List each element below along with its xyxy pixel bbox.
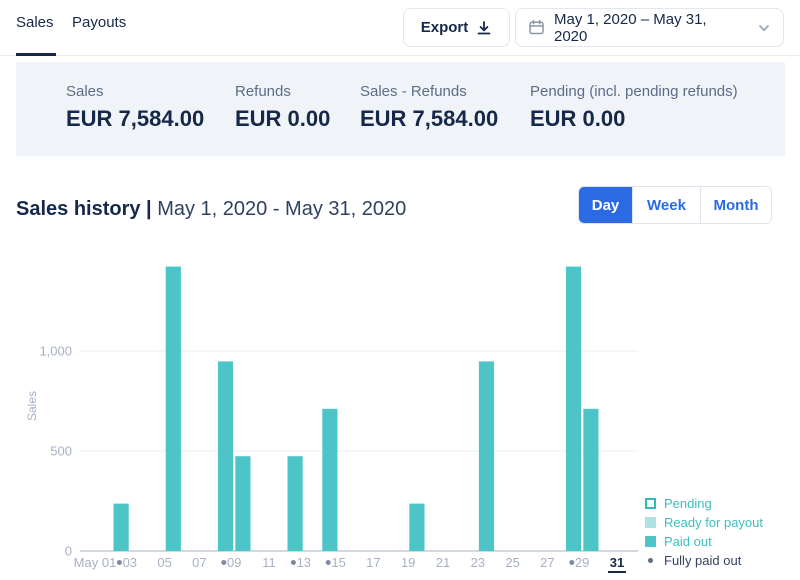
legend-item: Paid out [645, 532, 763, 551]
fully-paid-out-dot-day-2 [116, 560, 122, 565]
x-tick-label-23: 23 [471, 555, 485, 570]
legend-square-swatch [645, 536, 656, 547]
stat-label: Refunds [235, 83, 291, 100]
stat-value: EUR 7,584.00 [360, 106, 499, 131]
toggle-month[interactable]: Month [701, 187, 771, 223]
toggle-week[interactable]: Week [633, 187, 701, 223]
bar-day-12[interactable] [287, 456, 303, 551]
x-tick-label-7: 07 [192, 555, 206, 570]
bar-day-19[interactable] [409, 503, 425, 551]
heading-title: Sales history | [16, 198, 152, 220]
x-tick-label-31[interactable]: 31 [610, 555, 624, 570]
heading-date-range: May 1, 2020 - May 31, 2020 [151, 198, 407, 220]
x-tick-label-29: 29 [575, 555, 589, 570]
bar-day-9[interactable] [235, 456, 251, 551]
x-tick-label-25: 25 [505, 555, 519, 570]
fully-paid-out-dot-day-28 [569, 560, 575, 565]
stat-value: EUR 7,584.00 [66, 106, 205, 131]
bar-day-14[interactable] [322, 408, 338, 551]
x-tick-label-13: 13 [297, 555, 311, 570]
legend-item: Fully paid out [645, 551, 763, 570]
bar-day-2[interactable] [113, 503, 129, 551]
fully-paid-out-dot-day-14 [325, 560, 331, 565]
stat-label: Sales [66, 83, 104, 100]
y-tick-label: 0 [65, 544, 72, 559]
top-navigation: Sales Payouts Export May 1, 2020 – May 3… [0, 0, 800, 56]
active-tab-underline [16, 53, 56, 56]
x-tick-label-15: 15 [331, 555, 345, 570]
legend-item: Pending [645, 494, 763, 513]
bar-day-5[interactable] [165, 266, 181, 551]
fully-paid-out-dot-day-12 [290, 560, 296, 565]
stat-label: Sales - Refunds [360, 83, 467, 100]
legend-label: Pending [664, 496, 712, 511]
stat-sales: Sales EUR 7,584.00 [66, 83, 204, 132]
sales-history-bar-chart: 0 500 1,000 Sales May 01 03 05 07 09 11 13 15 17 19 21… [25, 266, 638, 573]
legend-label: Ready for payout [664, 515, 764, 530]
stat-value: EUR 0.00 [530, 106, 626, 131]
x-tick-label-9: 09 [227, 555, 241, 570]
bar-day-28[interactable] [565, 266, 582, 551]
sales-summary-panel: Sales EUR 7,584.00 Refunds EUR 0.00 Sale… [16, 62, 785, 156]
stat-refunds: Refunds EUR 0.00 [235, 83, 330, 132]
x-tick-label-21: 21 [436, 555, 450, 570]
bar-day-23[interactable] [478, 361, 495, 551]
bar-day-8[interactable] [217, 361, 234, 551]
date-range-label: May 1, 2020 – May 31, 2020 [554, 10, 707, 45]
legend-dot-swatch [648, 558, 653, 563]
y-tick-label: 500 [50, 444, 72, 459]
legend-item: Ready for payout [645, 513, 763, 532]
x-tick-label-19: 19 [401, 555, 415, 570]
legend-square-swatch [645, 517, 656, 528]
tab-payouts[interactable]: Payouts [72, 14, 127, 31]
legend-square-swatch [645, 498, 656, 509]
highlighted-day-underline [608, 571, 626, 573]
fully-paid-out-dot-day-8 [221, 560, 227, 565]
x-tick-label-27: 27 [540, 555, 554, 570]
x-tick-label-17: 17 [366, 555, 380, 570]
x-tick-label-5: 05 [157, 555, 171, 570]
legend-label: Paid out [664, 534, 712, 549]
bar-day-29[interactable] [583, 408, 599, 551]
y-tick-label: 1,000 [39, 344, 72, 359]
sales-history-heading: Sales history | May 1, 2020 - May 31, 20… [16, 198, 406, 221]
stat-label: Pending (incl. pending refunds) [530, 83, 738, 100]
chart-legend: Pending Ready for payout Paid out Fully pai… [645, 494, 763, 570]
stat-pending: Pending (incl. pending refunds) EUR 0.00 [530, 83, 738, 132]
toggle-day[interactable]: Day [579, 187, 633, 223]
legend-label: Fully paid out [664, 553, 742, 568]
y-axis-title: Sales [25, 391, 39, 421]
interval-toggle-group: Day Week Month [578, 186, 772, 224]
tab-sales[interactable]: Sales [16, 14, 54, 31]
stat-value: EUR 0.00 [235, 106, 331, 131]
calendar-icon [528, 19, 545, 36]
date-range-picker[interactable]: May 1, 2020 – May 31, 2020 [515, 8, 784, 47]
x-tick-label-1: May 01 [74, 555, 117, 570]
export-button-label: Export [420, 19, 469, 36]
stat-sales-minus-refunds: Sales - Refunds EUR 7,584.00 [360, 83, 498, 132]
chevron-down-icon [757, 21, 771, 35]
x-tick-label-3: 03 [123, 555, 137, 570]
download-icon [476, 20, 492, 36]
export-button[interactable]: Export [403, 8, 510, 47]
x-tick-label-11: 11 [262, 555, 276, 570]
